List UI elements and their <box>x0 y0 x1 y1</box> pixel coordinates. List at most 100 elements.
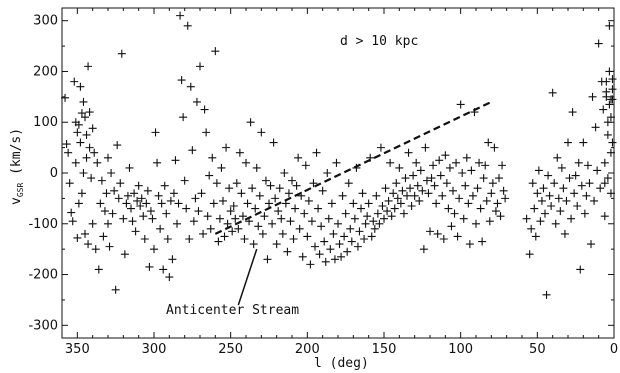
data-point <box>376 143 385 152</box>
data-point <box>361 219 370 228</box>
data-point <box>565 174 574 183</box>
data-point <box>274 207 283 216</box>
data-point <box>530 204 539 213</box>
data-point <box>608 138 617 147</box>
data-point <box>433 229 442 238</box>
data-point <box>334 219 342 228</box>
data-point <box>185 235 194 243</box>
plot-frame <box>61 7 615 339</box>
data-point <box>487 189 496 198</box>
y-tick-label: 300 <box>33 14 58 29</box>
data-point <box>232 179 241 188</box>
data-point <box>337 252 346 261</box>
data-point <box>606 95 615 104</box>
data-point <box>608 75 617 84</box>
data-point <box>84 62 93 71</box>
data-point <box>85 143 94 152</box>
data-point <box>166 196 175 205</box>
data-point <box>304 196 313 205</box>
data-point <box>401 174 410 183</box>
data-point <box>93 158 102 167</box>
data-point <box>85 108 94 117</box>
data-point <box>136 202 145 210</box>
data-point <box>490 143 499 152</box>
data-point <box>462 153 471 162</box>
data-point <box>295 224 304 233</box>
data-point <box>289 235 298 243</box>
data-point <box>608 85 617 94</box>
data-point <box>458 169 467 177</box>
data-point <box>99 232 108 241</box>
data-point <box>127 204 135 213</box>
y-axis-title-sub: GSR <box>16 183 25 198</box>
stream-label-pointer <box>237 248 258 306</box>
data-point <box>564 138 572 147</box>
data-point <box>585 179 594 188</box>
data-point <box>317 222 326 231</box>
data-point <box>599 105 608 114</box>
data-point <box>381 184 390 193</box>
data-point <box>88 124 97 133</box>
data-point <box>353 242 362 251</box>
data-point <box>254 222 263 231</box>
data-point <box>473 184 482 193</box>
x-axis-title: l (deg) <box>314 356 369 371</box>
data-point <box>249 240 258 249</box>
data-point <box>341 209 350 218</box>
data-point <box>553 153 562 162</box>
data-point <box>467 166 476 175</box>
data-point <box>133 196 142 205</box>
data-point <box>84 240 93 249</box>
data-point <box>383 207 392 216</box>
data-point <box>277 214 286 223</box>
data-point <box>203 212 212 221</box>
data-point <box>257 128 266 137</box>
y-tick-label: -200 <box>28 268 58 283</box>
data-point <box>169 189 178 198</box>
data-point <box>194 207 203 216</box>
data-point <box>424 189 433 198</box>
data-point <box>79 97 88 106</box>
data-point <box>404 148 413 157</box>
data-point <box>243 199 252 208</box>
data-points <box>61 11 617 299</box>
data-point <box>596 184 605 193</box>
data-point <box>390 204 399 213</box>
data-point <box>452 158 461 167</box>
data-point <box>77 109 86 118</box>
data-point <box>606 189 615 198</box>
data-point <box>484 138 493 147</box>
data-point <box>370 224 379 233</box>
data-point <box>442 179 451 188</box>
y-tick-label: 100 <box>33 115 58 130</box>
data-point <box>605 67 614 76</box>
data-point <box>131 227 140 236</box>
data-point <box>587 240 595 249</box>
data-point <box>288 176 296 185</box>
data-point <box>410 191 419 200</box>
data-point <box>392 179 401 188</box>
data-point <box>600 158 609 167</box>
data-point <box>153 158 162 167</box>
data-point <box>533 189 542 198</box>
data-point <box>240 235 249 243</box>
data-point <box>312 148 321 157</box>
data-point <box>205 171 214 180</box>
data-point <box>160 181 169 190</box>
data-point <box>367 232 376 241</box>
data-point <box>323 169 332 177</box>
data-point <box>479 174 488 183</box>
data-point <box>567 214 576 223</box>
data-point <box>105 242 114 251</box>
data-point <box>393 194 402 203</box>
data-point <box>298 252 307 261</box>
data-point <box>294 153 303 162</box>
x-tick-label: 350 <box>65 342 90 357</box>
y-tick-label: -100 <box>28 217 58 232</box>
data-point <box>603 130 612 139</box>
data-point <box>307 217 316 226</box>
data-point <box>399 209 408 218</box>
data-point <box>409 171 418 180</box>
data-point <box>111 285 120 294</box>
